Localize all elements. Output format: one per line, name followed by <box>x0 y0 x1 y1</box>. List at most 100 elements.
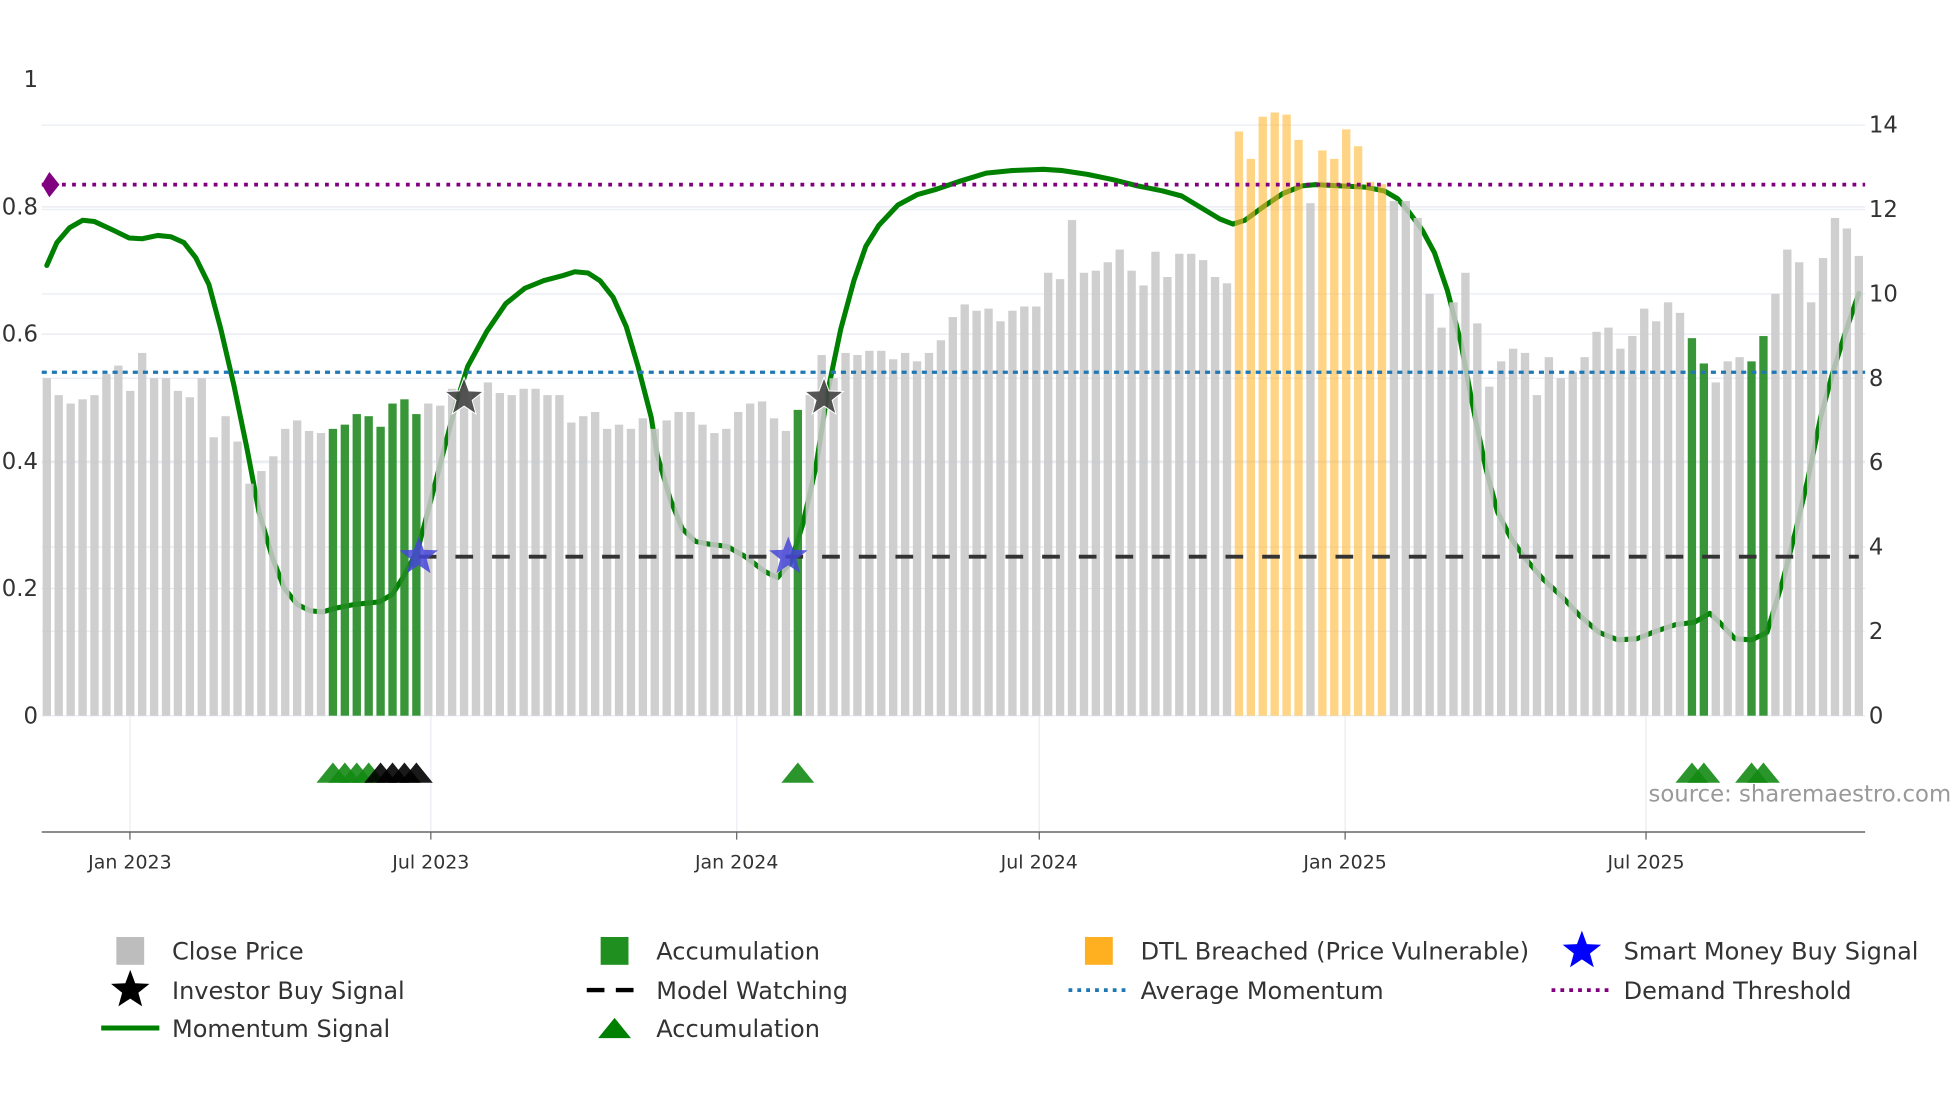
x-tick-label: Jan 2024 <box>694 852 778 874</box>
accumulation-triangle <box>1687 762 1721 783</box>
dtl-breached-bar <box>1234 131 1244 716</box>
legend: Close Price Accumulation DTL Breached (Pri… <box>101 930 1918 1043</box>
close-price-bar <box>221 416 230 716</box>
close-price-bar <box>1055 279 1065 716</box>
dtl-breached-bar <box>1294 139 1303 716</box>
close-price-bar <box>424 403 433 716</box>
dtl-breached-bar <box>1282 114 1291 716</box>
close-price-bar <box>1163 276 1172 716</box>
legend-label: Demand Threshold <box>1624 977 1852 1005</box>
legend-star-icon <box>111 969 150 1007</box>
close-price-bar <box>1449 302 1458 716</box>
legend-label: Close Price <box>172 938 304 966</box>
close-price-bar <box>591 411 600 716</box>
accumulation-bar <box>1687 338 1697 716</box>
close-price-bar <box>1616 348 1625 716</box>
close-price-bar <box>1580 357 1589 716</box>
close-price-bar <box>1640 308 1649 716</box>
close-price-bar <box>138 352 147 716</box>
close-price-bar <box>686 411 695 716</box>
close-price-bar <box>1044 272 1053 716</box>
close-price-bar <box>1151 251 1160 716</box>
close-price-bar <box>1723 361 1732 716</box>
close-price-bar <box>996 321 1005 716</box>
close-price-bar <box>984 308 993 716</box>
close-price-bar <box>1604 327 1613 716</box>
close-price-bar <box>567 422 576 716</box>
close-price-bar <box>1842 228 1852 716</box>
y-right-tick-label: 2 <box>1869 619 1883 645</box>
legend-label: DTL Breached (Price Vulnerable) <box>1141 938 1530 966</box>
close-price-bar <box>257 471 266 716</box>
y-right-tick-label: 8 <box>1869 366 1883 392</box>
close-price-bar <box>1222 283 1232 716</box>
close-price-bars <box>42 112 1863 716</box>
close-price-bar <box>543 395 552 716</box>
close-price-bar <box>710 433 719 716</box>
close-price-bar <box>269 456 278 716</box>
close-price-bar <box>1175 253 1184 716</box>
close-price-bar <box>292 420 302 716</box>
close-price-bar <box>1830 217 1840 716</box>
axes: Jan 2023 Jul 2023 Jan 2024 Jul 2024 Jan 2025… <box>2 67 1898 873</box>
source-annotation: source: sharemaestro.com <box>1649 782 1952 808</box>
close-price-bar <box>1413 217 1422 716</box>
close-price-bar <box>781 430 791 716</box>
legend-item: Investor Buy Signal <box>111 969 405 1007</box>
close-price-bar <box>209 437 218 716</box>
legend-item: DTL Breached (Price Vulnerable) <box>1084 936 1530 966</box>
close-price-bar <box>698 424 707 716</box>
accumulation-bar <box>1747 361 1756 716</box>
close-price-bar <box>1771 293 1780 716</box>
dtl-breached-bar <box>1353 146 1363 716</box>
close-price-bar <box>495 392 504 716</box>
accumulation-triangle <box>1747 762 1780 783</box>
close-price-bar <box>197 378 206 716</box>
close-price-bar <box>102 374 111 716</box>
close-price-bar <box>745 403 755 716</box>
close-price-bar <box>316 433 326 716</box>
close-price-bar <box>1008 310 1017 716</box>
close-price-bar <box>459 386 469 716</box>
close-price-bar <box>1497 361 1506 716</box>
close-price-bar <box>78 399 87 716</box>
close-price-bar <box>185 397 195 716</box>
legend-item: Accumulation <box>600 936 820 966</box>
close-price-bar <box>1473 323 1482 716</box>
legend-square-icon <box>116 936 145 965</box>
close-price-bar <box>1103 262 1112 716</box>
accumulation-triangle <box>781 762 815 783</box>
accumulation-bar <box>340 424 350 716</box>
accumulation-bar <box>376 426 385 716</box>
demand-threshold-marker <box>41 171 60 198</box>
y-left-tick-label: 0.6 <box>2 322 38 348</box>
close-price-bar <box>1461 272 1470 716</box>
close-price-bar <box>90 395 99 716</box>
close-price-bar <box>1806 302 1816 716</box>
y-right-tick-label: 4 <box>1869 535 1883 561</box>
legend-item: Model Watching <box>586 977 848 1005</box>
close-price-bar <box>853 355 862 716</box>
smart-money-buy-star <box>399 536 439 574</box>
close-price-bar <box>1079 272 1089 716</box>
close-price-bar <box>1187 253 1196 716</box>
y-right-tick-label: 6 <box>1869 450 1883 476</box>
close-price-bar <box>722 428 731 716</box>
close-price-bar <box>1783 249 1792 716</box>
close-price-bar <box>1818 258 1828 716</box>
legend-label: Accumulation <box>656 1015 820 1043</box>
close-price-bar <box>734 411 743 716</box>
legend-label: Model Watching <box>656 977 848 1005</box>
investor-buy-star <box>803 376 845 416</box>
y-right-tick-label: 12 <box>1869 197 1898 223</box>
close-price-bar <box>173 390 183 716</box>
legend-square-icon <box>1084 936 1113 965</box>
accumulation-bar <box>1699 363 1709 716</box>
x-tick-label: Jul 2023 <box>391 852 469 874</box>
x-tick-label: Jan 2023 <box>87 852 171 874</box>
momentum-signal-layer <box>44 166 1862 643</box>
close-price-bar <box>114 365 123 716</box>
close-price-bar <box>626 428 636 716</box>
close-price-bar <box>1556 378 1565 716</box>
